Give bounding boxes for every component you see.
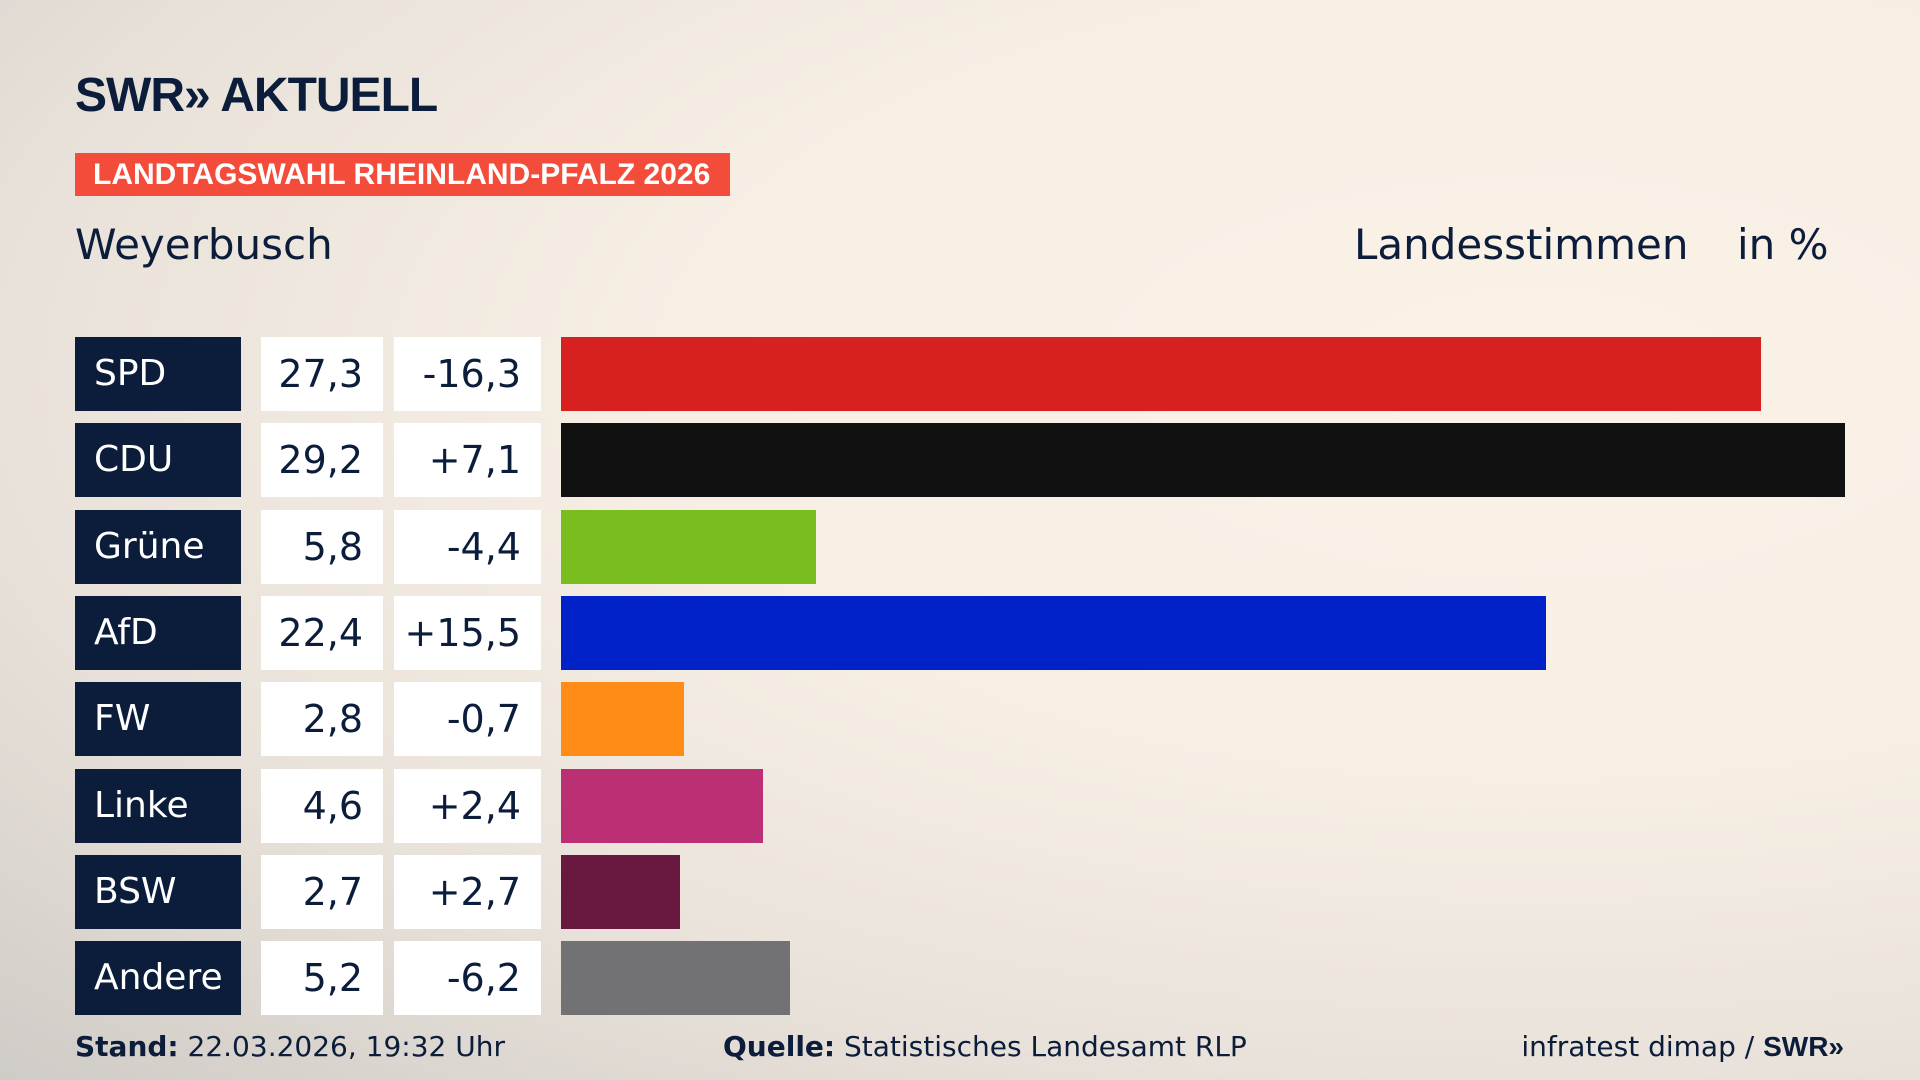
source: Quelle: Statistisches Landesamt RLP [723, 1030, 1247, 1063]
bar-afd [561, 595, 1546, 670]
vote-change: +2,7 [394, 854, 541, 929]
vote-share: 29,2 [261, 423, 383, 498]
vote-change: +15,5 [394, 595, 541, 670]
vote-change: -16,3 [394, 337, 541, 411]
bar-bsw [561, 854, 680, 929]
party-label: Grüne [75, 509, 241, 584]
party-label: CDU [75, 423, 241, 498]
party-label: SPD [75, 337, 241, 411]
party-label: Andere [75, 941, 241, 1016]
bar-linke [561, 768, 764, 843]
place-title: Weyerbusch [75, 220, 333, 269]
vote-change: -0,7 [394, 682, 541, 757]
credit: infratest dimap / SWR» [1521, 1030, 1844, 1063]
vote-change: -6,2 [394, 941, 541, 1016]
bar-grüne [561, 509, 817, 584]
vote-share: 5,8 [261, 509, 383, 584]
vote-share: 5,2 [261, 941, 383, 1016]
bar-cdu [561, 423, 1845, 498]
source-value: Statistisches Landesamt RLP [844, 1030, 1247, 1063]
stand-value: 22.03.2026, 19:32 Uhr [187, 1030, 505, 1063]
party-label: Linke [75, 768, 241, 843]
party-label: FW [75, 682, 241, 757]
party-label: BSW [75, 854, 241, 929]
vote-change: -4,4 [394, 509, 541, 584]
vote-share: 22,4 [261, 595, 383, 670]
timestamp: Stand: 22.03.2026, 19:32 Uhr [75, 1030, 505, 1063]
vote-share: 27,3 [261, 337, 383, 411]
election-banner: LANDTAGSWAHL RHEINLAND-PFALZ 2026 [75, 153, 731, 196]
credit-text: infratest dimap / [1521, 1030, 1764, 1063]
stand-label: Stand: [75, 1030, 179, 1063]
vote-change: +2,4 [394, 768, 541, 843]
vote-share: 4,6 [261, 768, 383, 843]
unit-label: in % [1737, 220, 1829, 269]
party-label: AfD [75, 595, 241, 670]
source-label: Quelle: [723, 1030, 836, 1063]
vote-share: 2,8 [261, 682, 383, 757]
bar-andere [561, 941, 790, 1016]
measure-label: Landesstimmen [1354, 220, 1689, 269]
vote-share: 2,7 [261, 854, 383, 929]
swr-logo-small: SWR» [1763, 1031, 1844, 1062]
swr-aktuell-logo: SWR» AKTUELL [75, 69, 438, 122]
bar-spd [561, 337, 1762, 411]
bar-fw [561, 682, 685, 757]
vote-change: +7,1 [394, 423, 541, 498]
